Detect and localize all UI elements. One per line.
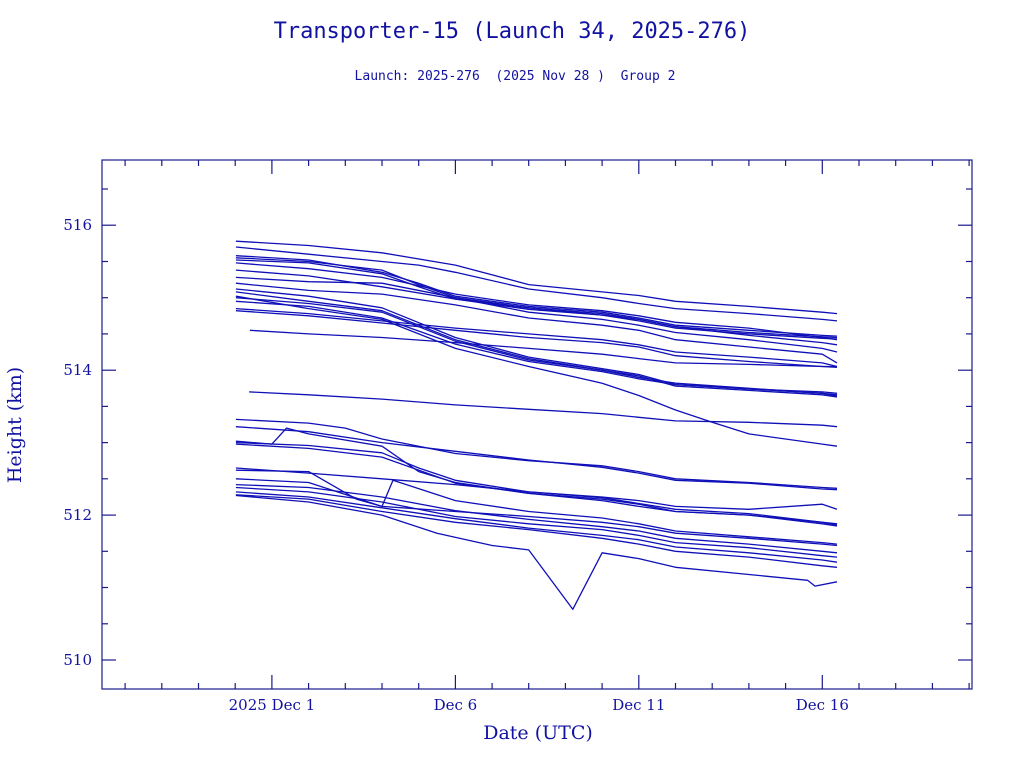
y-tick-label: 514 <box>63 361 92 379</box>
y-tick-label: 510 <box>63 651 92 669</box>
series-line-obj-09 <box>235 282 838 364</box>
series-line-obj-27 <box>235 483 838 554</box>
series-line-obj-13 <box>235 300 838 394</box>
series-line-obj-02 <box>235 246 838 322</box>
series-line-obj-15 <box>235 307 838 368</box>
series-line-obj-30 <box>235 494 838 568</box>
series-line-obj-19 <box>235 418 838 489</box>
chart-subtitle: Launch: 2025-276 (2025 Nov 28 ) Group 2 <box>355 69 676 84</box>
series-line-obj-31 <box>235 494 838 610</box>
series-line-obj-25 <box>235 469 838 547</box>
series-line-obj-18 <box>249 391 838 428</box>
series-line-obj-24 <box>235 467 838 510</box>
series-line-obj-23 <box>235 443 838 527</box>
plot-frame <box>101 159 973 690</box>
series-line-obj-11 <box>235 291 838 398</box>
series-line-obj-26 <box>235 478 838 545</box>
x-tick-label: Dec 11 <box>612 696 665 714</box>
x-axis-label: Date (UTC) <box>483 722 593 744</box>
series-line-obj-01 <box>235 240 838 315</box>
series-line-obj-08 <box>235 276 838 353</box>
series-group <box>235 240 838 610</box>
y-tick-label: 516 <box>63 216 92 234</box>
y-tick-label: 512 <box>63 506 92 524</box>
y-axis-label: Height (km) <box>4 367 26 483</box>
series-line-obj-28 <box>235 486 838 558</box>
series-line-obj-05 <box>235 259 838 340</box>
chart-title: Transporter-15 (Launch 34, 2025-276) <box>274 19 751 44</box>
series-line-obj-20 <box>235 426 838 491</box>
series-line-obj-16 <box>235 310 838 368</box>
x-tick-label: 2025 Dec 1 <box>229 696 316 714</box>
x-tick-label: Dec 16 <box>796 696 849 714</box>
x-tick-label: Dec 6 <box>434 696 478 714</box>
series-line-obj-06 <box>235 262 838 341</box>
series-line-obj-17 <box>249 329 837 368</box>
series-line-obj-03 <box>235 255 838 337</box>
series-line-obj-04 <box>235 257 838 339</box>
series-line-obj-29 <box>235 491 838 563</box>
series-line-obj-14 <box>235 295 838 447</box>
axis-ticks <box>102 160 972 689</box>
tick-labels: 2025 Dec 1 Dec 6 Dec 11 Dec 16 510 512 514 516 <box>63 216 849 714</box>
